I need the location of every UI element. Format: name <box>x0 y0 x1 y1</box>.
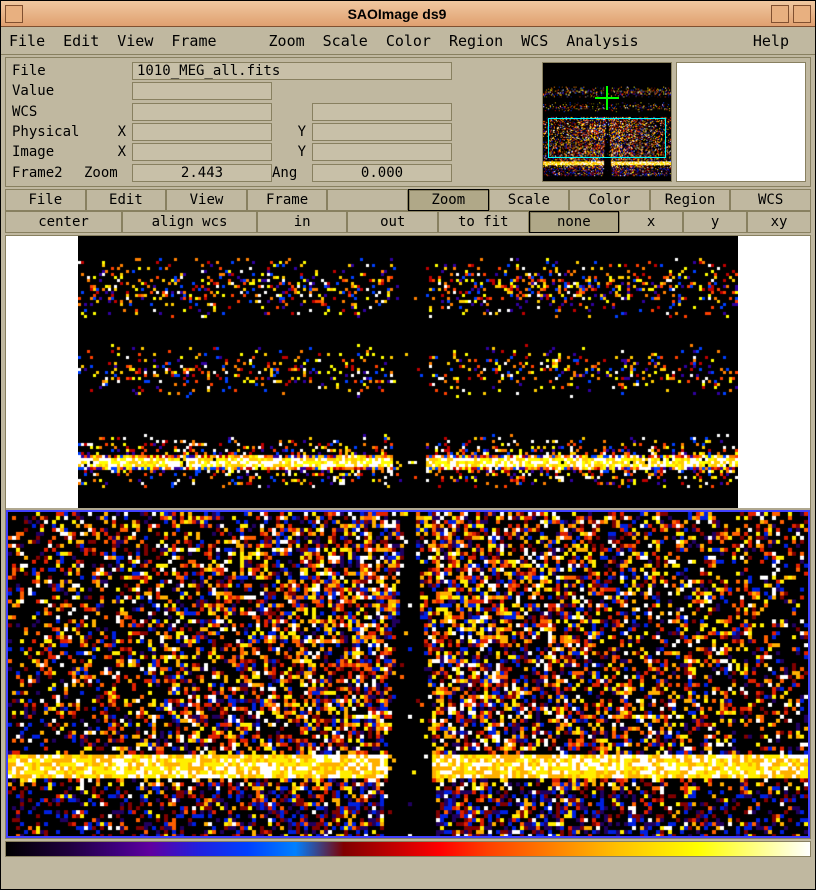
colorbar[interactable] <box>5 841 811 857</box>
frame-1[interactable] <box>6 236 810 508</box>
toolbar-zoom-sub: center align wcs in out to fit none x y … <box>1 211 815 233</box>
panner[interactable] <box>542 62 672 182</box>
value-physical-y <box>312 123 452 141</box>
toolbar-wcs[interactable]: WCS <box>730 189 811 211</box>
toolbar-file[interactable]: File <box>5 189 86 211</box>
zoom-flip-y[interactable]: y <box>683 211 747 233</box>
zoom-flip-x[interactable]: x <box>619 211 683 233</box>
value-wcs-a <box>132 103 272 121</box>
menu-zoom[interactable]: Zoom <box>269 32 305 50</box>
value-zoom: 2.443 <box>132 164 272 182</box>
zoom-to-fit[interactable]: to fit <box>438 211 529 233</box>
zoom-center[interactable]: center <box>5 211 122 233</box>
label-image-x: X <box>84 144 132 160</box>
toolbar-main: File Edit View Frame Zoom Scale Color Re… <box>1 189 815 211</box>
value-image-y <box>312 143 452 161</box>
menu-region[interactable]: Region <box>449 32 503 50</box>
zoom-out[interactable]: out <box>347 211 438 233</box>
zoom-alignwcs[interactable]: align wcs <box>122 211 257 233</box>
menu-frame[interactable]: Frame <box>171 32 216 50</box>
minimize-button[interactable] <box>771 5 789 23</box>
frame-2[interactable] <box>6 510 810 838</box>
zoom-in[interactable]: in <box>257 211 348 233</box>
zoom-flip-xy[interactable]: xy <box>747 211 811 233</box>
titlebar: SAOImage ds9 <box>1 1 815 27</box>
menu-color[interactable]: Color <box>386 32 431 50</box>
window-menu-button[interactable] <box>5 5 23 23</box>
menubar: File Edit View Frame Zoom Scale Color Re… <box>1 27 815 55</box>
label-wcs: WCS <box>12 104 84 120</box>
maximize-button[interactable] <box>793 5 811 23</box>
display-area <box>5 235 811 839</box>
value-ang: 0.000 <box>312 164 452 182</box>
magnifier <box>676 62 806 182</box>
app-window: SAOImage ds9 File Edit View Frame Zoom S… <box>0 0 816 890</box>
menu-scale[interactable]: Scale <box>323 32 368 50</box>
value-image-x <box>132 143 272 161</box>
menu-help[interactable]: Help <box>753 32 789 50</box>
window-title: SAOImage ds9 <box>23 6 771 22</box>
label-zoom: Zoom <box>84 165 132 181</box>
label-file: File <box>12 63 84 79</box>
label-value: Value <box>12 83 84 99</box>
menu-file[interactable]: File <box>9 32 45 50</box>
toolbar-scale[interactable]: Scale <box>489 189 570 211</box>
info-panel: File 1010_MEG_all.fits Value WCS Physica… <box>5 57 811 187</box>
toolbar-color[interactable]: Color <box>569 189 650 211</box>
toolbar-edit[interactable]: Edit <box>86 189 167 211</box>
toolbar-blank[interactable] <box>327 189 408 211</box>
label-frame: Frame2 <box>12 165 84 181</box>
menu-edit[interactable]: Edit <box>63 32 99 50</box>
toolbar-view[interactable]: View <box>166 189 247 211</box>
zoom-none[interactable]: none <box>529 211 620 233</box>
value-value <box>132 82 272 100</box>
label-ang: Ang <box>272 165 312 181</box>
label-image: Image <box>12 144 84 160</box>
menu-analysis[interactable]: Analysis <box>566 32 638 50</box>
toolbar-frame[interactable]: Frame <box>247 189 328 211</box>
panner-viewport-box[interactable] <box>548 118 666 158</box>
toolbar-region[interactable]: Region <box>650 189 731 211</box>
label-physical: Physical <box>12 124 84 140</box>
value-wcs-b <box>312 103 452 121</box>
value-file: 1010_MEG_all.fits <box>132 62 452 80</box>
label-physical-y: Y <box>272 124 312 140</box>
toolbar-zoom[interactable]: Zoom <box>408 189 489 211</box>
label-image-y: Y <box>272 144 312 160</box>
value-physical-x <box>132 123 272 141</box>
menu-view[interactable]: View <box>117 32 153 50</box>
label-physical-x: X <box>84 124 132 140</box>
menu-wcs[interactable]: WCS <box>521 32 548 50</box>
